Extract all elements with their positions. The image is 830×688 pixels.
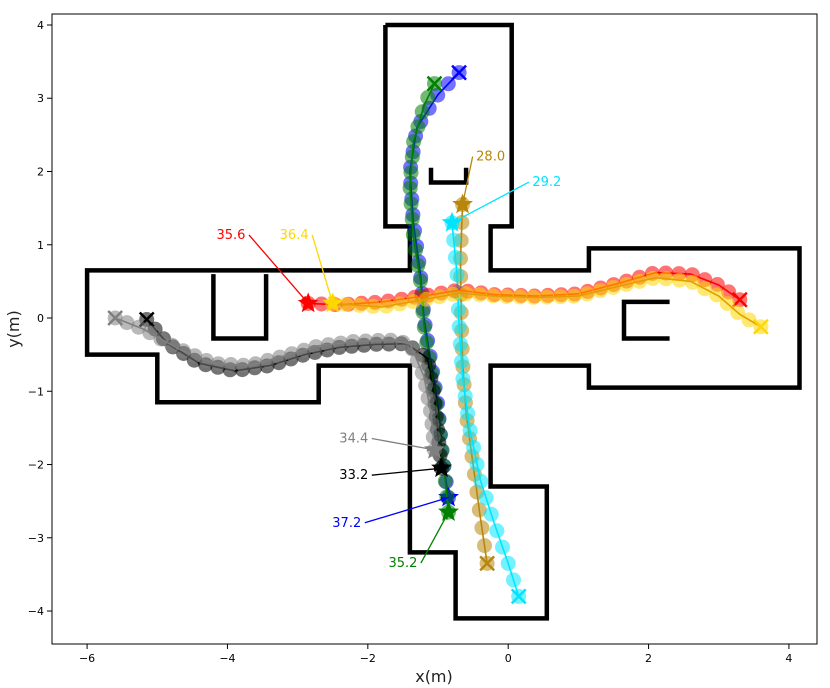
annotation-arrow-4 [371,437,435,451]
annotation-arrow-2 [248,234,309,304]
x-tick-label: 2 [645,652,652,665]
x-tick-label: −4 [219,652,235,665]
trajectory-2-start-marker [479,555,496,572]
annotation-arrow-6 [364,496,449,524]
x-tick-label: 0 [505,652,512,665]
trajectory-3 [441,211,527,605]
y-tick-label: 1 [37,239,44,252]
x-axis-label: x(m) [415,667,453,686]
wall-3 [621,299,670,341]
y-tick-label: 4 [37,19,44,32]
annotation-label-4: 34.4 [339,432,368,447]
plot-frame [51,13,818,645]
y-axis-label: y(m) [4,310,23,348]
trajectory-1-start-marker [426,75,443,92]
trajectory-3-goal-star [441,211,463,232]
annotation-label-6: 37.2 [332,516,361,531]
trajectory-4-start-marker [731,291,748,308]
y-tick-label: −3 [28,532,44,545]
annotation-arrowhead-6 [440,497,449,503]
annotation-arrowhead-5 [433,466,442,472]
trajectory-7-goal-star [424,438,445,459]
annotation-label-2: 35.6 [216,228,245,243]
trajectory-0-start-marker [451,64,467,81]
annotation-label-7: 35.2 [388,556,417,571]
annotation-arrow-5 [371,467,442,476]
y-tick-label: 2 [37,166,44,179]
annotation-label-0: 28.0 [476,150,505,165]
annotation-arrow-3 [311,234,334,304]
annotation-arrowhead-1 [452,216,460,223]
trajectory-5 [322,270,769,335]
trajectory-7 [107,310,445,459]
trajectory-3-start-marker [510,588,527,605]
x-tick-label: 4 [785,652,792,665]
y-tick-label: 0 [37,312,44,325]
annotations: 28.0 29.2 35.6 36.4 34.4 33.2 37.2 35.2 [216,150,561,572]
y-tick-label: −1 [28,385,44,398]
x-tick-label: −6 [79,652,95,665]
annotation-arrow-7 [420,511,450,564]
axes: −6 −4 −2 0 2 4 −4 −3 −2 −1 0 1 2 3 4 [28,19,793,665]
annotation-arrowhead-0 [461,196,467,205]
annotation-arrowhead-7 [442,512,449,521]
annotation-label-3: 36.4 [280,228,309,243]
y-tick-label: 3 [37,92,44,105]
trajectory-6-goal-star [431,457,452,478]
map-walls [84,22,802,621]
trajectories [107,64,769,605]
annotation-label-5: 33.2 [339,468,368,483]
trajectory-7-line [114,317,436,450]
annotation-arrowhead-3 [327,295,334,304]
trajectory-5-line [332,276,762,328]
trajectory-7-start-marker [107,310,124,326]
wall-0 [84,22,802,621]
annotation-arrow-1 [451,181,530,224]
trajectory-5-start-marker [752,318,769,335]
y-tick-label: −4 [28,605,44,618]
annotation-label-1: 29.2 [532,175,561,190]
x-tick-label: −2 [360,652,376,665]
annotation-arrowhead-2 [301,295,309,304]
wall-2 [211,274,269,341]
annotation-arrowhead-4 [426,445,435,452]
annotation-arrow-0 [461,156,474,205]
y-tick-label: −2 [28,459,44,472]
wall-1 [428,167,469,185]
trajectory-1-goal-star [438,501,459,521]
